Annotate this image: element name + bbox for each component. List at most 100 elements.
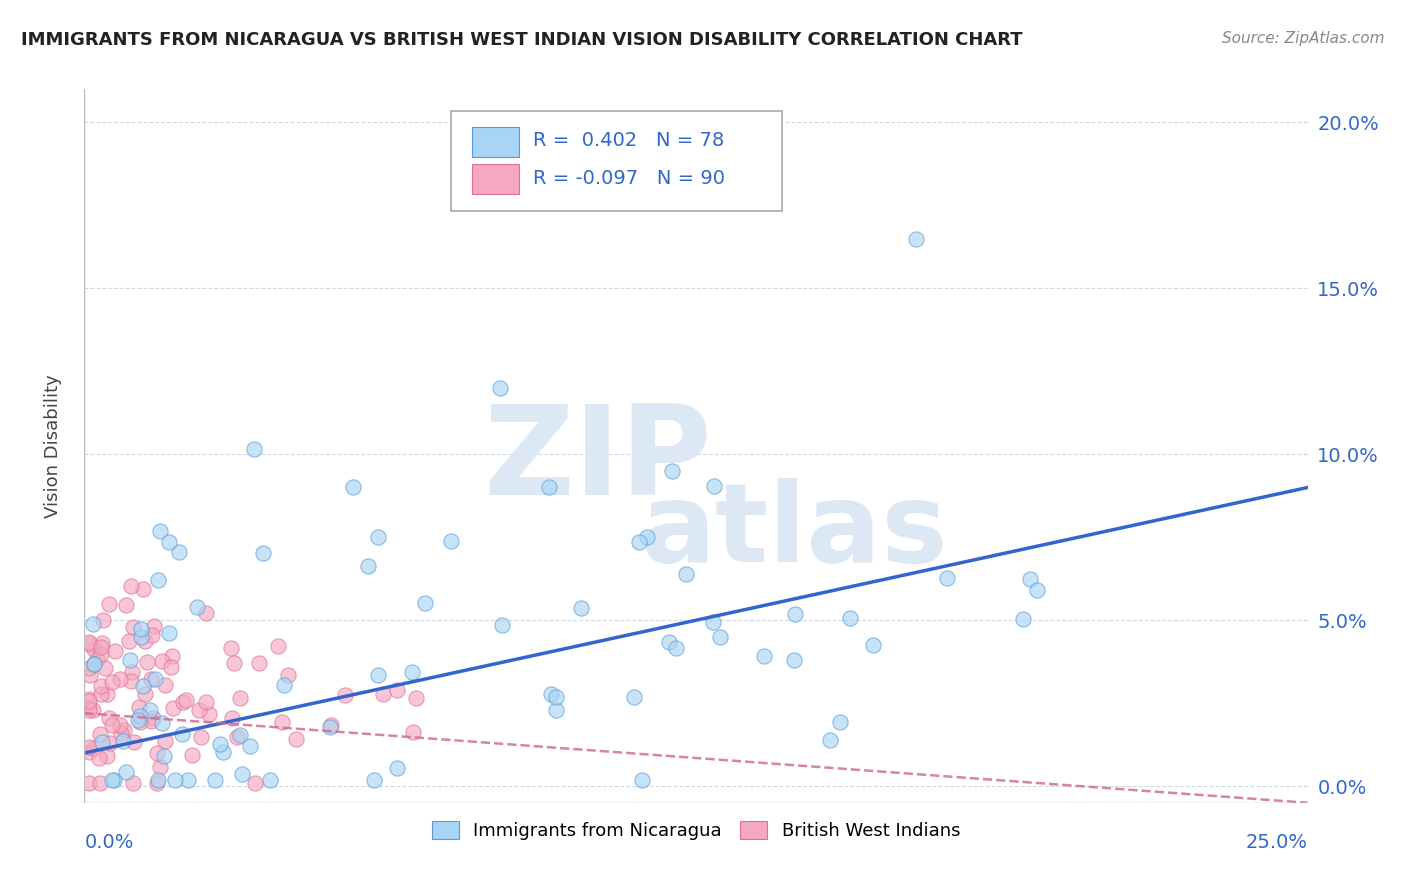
Point [172, 695, 194, 709]
Point [90, 640, 112, 655]
Point [544, 690, 567, 704]
Point [77, 739, 100, 754]
Point [143, 672, 166, 686]
Point [222, 656, 245, 670]
Text: 0.0%: 0.0% [84, 832, 134, 852]
Point [134, 634, 156, 648]
Point [277, 668, 299, 682]
Point [77, 661, 100, 675]
Point [226, 730, 249, 744]
Point [1011, 612, 1033, 626]
Point [538, 481, 561, 495]
Point [284, 732, 307, 747]
Point [658, 635, 681, 649]
Point [266, 639, 288, 653]
Point [134, 687, 156, 701]
Point [385, 682, 408, 697]
Point [373, 687, 395, 701]
Point [405, 691, 427, 706]
Point [83, 657, 105, 671]
Point [252, 546, 274, 560]
Point [357, 558, 380, 573]
Point [636, 530, 658, 544]
Point [121, 665, 143, 680]
Point [77, 634, 100, 648]
Point [77, 776, 100, 790]
Point [752, 648, 775, 663]
Point [243, 442, 266, 457]
Point [160, 648, 183, 663]
Point [89, 727, 111, 741]
Point [122, 776, 145, 790]
Point [905, 231, 928, 245]
Point [401, 665, 423, 679]
Point [146, 746, 169, 760]
Point [90, 679, 112, 693]
Point [89, 776, 111, 790]
Point [97, 597, 120, 611]
Point [239, 739, 262, 754]
Point [631, 772, 654, 787]
Point [77, 691, 100, 706]
Point [367, 530, 389, 544]
Point [131, 630, 153, 644]
Point [143, 618, 166, 632]
Point [115, 765, 138, 780]
Point [101, 772, 124, 787]
Point [77, 694, 100, 708]
Point [104, 644, 127, 658]
FancyBboxPatch shape [451, 111, 782, 211]
Point [259, 772, 281, 787]
Point [136, 655, 159, 669]
Point [198, 707, 221, 722]
Point [82, 703, 104, 717]
Point [128, 700, 150, 714]
Point [110, 726, 132, 740]
Point [90, 647, 112, 661]
Point [167, 545, 190, 559]
Point [675, 566, 697, 581]
Text: ZIP: ZIP [484, 400, 713, 521]
Point [138, 703, 160, 717]
Point [828, 714, 851, 729]
Point [129, 709, 152, 723]
Point [101, 718, 124, 732]
Point [212, 745, 235, 759]
Point [157, 534, 180, 549]
Point [818, 733, 841, 747]
Point [208, 737, 231, 751]
Point [273, 678, 295, 692]
Point [128, 715, 150, 730]
Point [141, 628, 163, 642]
Point [363, 772, 385, 787]
Point [153, 678, 176, 692]
Point [187, 703, 209, 717]
Text: Vision Disability: Vision Disability [45, 374, 62, 518]
Point [129, 622, 152, 636]
Text: R = -0.097   N = 90: R = -0.097 N = 90 [533, 169, 725, 188]
Point [141, 714, 163, 728]
Point [100, 736, 122, 750]
Point [221, 711, 243, 725]
Point [703, 479, 725, 493]
Point [245, 776, 267, 790]
Point [83, 741, 105, 756]
Point [402, 725, 425, 739]
Text: atlas: atlas [640, 478, 948, 585]
Point [440, 534, 463, 549]
Point [86, 652, 108, 666]
Point [160, 660, 183, 674]
Point [111, 734, 134, 748]
Point [204, 772, 226, 787]
Point [231, 766, 253, 780]
Point [702, 615, 724, 629]
Point [247, 656, 270, 670]
Point [146, 776, 169, 790]
Point [90, 687, 112, 701]
Point [152, 748, 174, 763]
Point [319, 720, 342, 734]
Point [93, 613, 115, 627]
FancyBboxPatch shape [472, 127, 519, 157]
Point [146, 573, 169, 587]
Point [229, 728, 252, 742]
